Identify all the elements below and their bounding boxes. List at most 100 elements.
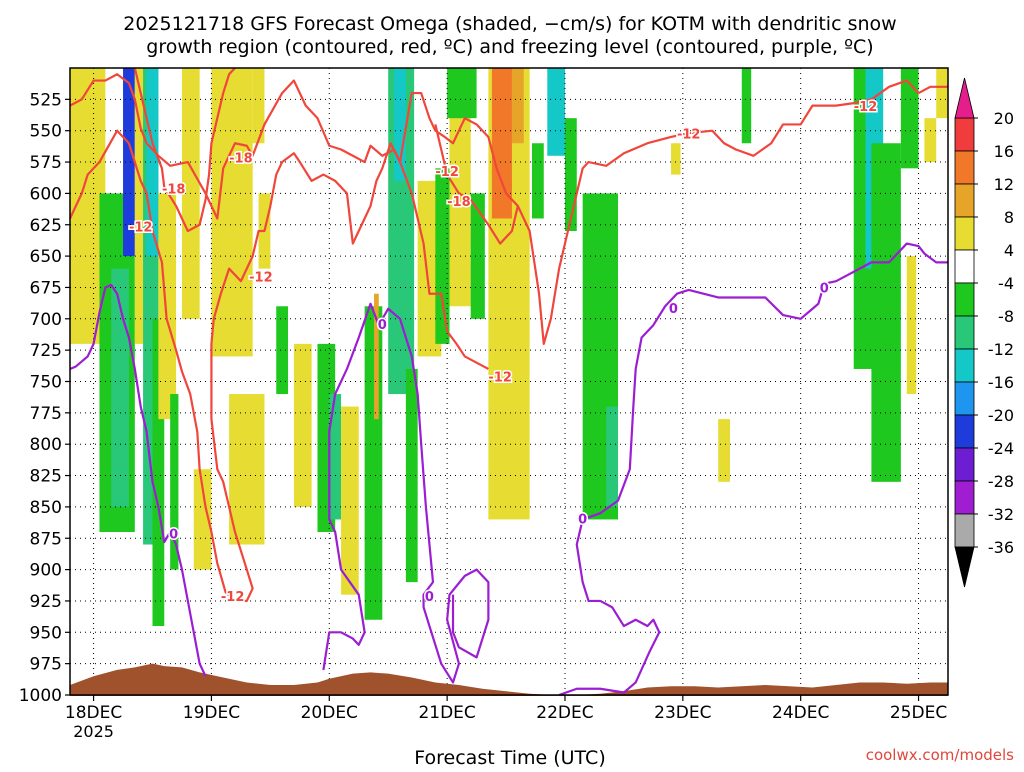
omega-region-7 bbox=[152, 318, 165, 627]
x-axis: 18DEC 19DEC 20DEC 21DEC 22DEC 23DEC 24DEC 25DEC bbox=[65, 695, 947, 723]
y-axis: 525 550 575 600 625 650 675 700 725 750 775 800 825 8… bbox=[19, 90, 70, 706]
chart-title-line-1: 2025121718 GFS Forecast Omega (shaded, −… bbox=[123, 13, 896, 35]
omega-region-39 bbox=[671, 143, 681, 175]
omega-region-21 bbox=[364, 306, 383, 620]
omega-region-28 bbox=[449, 68, 471, 307]
x-tick-label-19DEC: 19DEC bbox=[183, 703, 240, 723]
contour-label-5: -12 bbox=[435, 165, 459, 180]
contour-label-8: -12 bbox=[677, 127, 701, 142]
y-tick-label-875: 875 bbox=[30, 529, 62, 549]
omega-region-35 bbox=[547, 68, 565, 156]
contour-minus-18-right bbox=[434, 124, 519, 245]
colorbar-bin--4-to-4 bbox=[954, 249, 975, 284]
colorbar: 20 16 12 8 4 -4 -8 -12 -16 -20 -24 -28 -32 -36 bbox=[954, 77, 1014, 588]
colorbar-label--32: -32 bbox=[988, 505, 1014, 524]
y-tick-label-750: 750 bbox=[30, 373, 62, 393]
omega-region-40 bbox=[718, 419, 730, 482]
contour-minus-18-left bbox=[133, 67, 236, 233]
colorbar-bin--36-to--32 bbox=[954, 513, 975, 548]
omega-region-33 bbox=[511, 68, 524, 144]
contour-label-6: -18 bbox=[447, 195, 471, 210]
colorbar-label--36: -36 bbox=[988, 538, 1014, 557]
colorbar-bin--28-to--24 bbox=[954, 447, 975, 482]
omega-region-27 bbox=[435, 168, 450, 344]
y-tick-label-550: 550 bbox=[30, 122, 62, 142]
contour-label-3: -18 bbox=[162, 183, 186, 198]
contour-minus-12-lower bbox=[69, 129, 489, 603]
colorbar-label--8: -8 bbox=[998, 307, 1014, 326]
omega-region-9 bbox=[170, 394, 179, 570]
omega-region-20 bbox=[341, 406, 359, 595]
colorbar-label--4: -4 bbox=[998, 274, 1014, 293]
contour-freezing-level-right bbox=[558, 242, 948, 697]
contour-label-1: -12 bbox=[249, 270, 273, 285]
omega-region-3 bbox=[123, 68, 135, 257]
omega-region-45 bbox=[900, 68, 919, 169]
y-tick-label-525: 525 bbox=[30, 90, 62, 110]
contour-label-2: -12 bbox=[129, 220, 153, 235]
x-tick-label-24DEC: 24DEC bbox=[772, 703, 829, 723]
x-axis-year-label: 2025 bbox=[73, 722, 114, 741]
chart-title-line-2: growth region (contoured, red, ºC) and f… bbox=[146, 36, 873, 58]
contour-label-13: 0 bbox=[578, 512, 587, 527]
colorbar-bin-12-to-16 bbox=[954, 150, 975, 185]
y-tick-label-575: 575 bbox=[30, 153, 62, 173]
omega-shading bbox=[70, 68, 948, 627]
colorbar-top-arrow bbox=[954, 77, 975, 119]
y-tick-label-650: 650 bbox=[30, 247, 62, 267]
colorbar-bin--16-to--12 bbox=[954, 348, 975, 383]
contour-label-10: 0 bbox=[169, 527, 178, 542]
omega-region-14 bbox=[229, 394, 265, 545]
plot-area: -12 -12 -12 -18 -18 -12 -18 -12 -12 -12 0 0 0 0 0 0 bbox=[69, 67, 949, 697]
colorbar-bottom-arrow bbox=[954, 546, 975, 588]
omega-region-17 bbox=[293, 343, 312, 507]
omega-region-2 bbox=[111, 268, 129, 507]
omega-region-29 bbox=[447, 68, 477, 119]
colorbar-label-8: 8 bbox=[1004, 208, 1014, 227]
omega-region-36 bbox=[564, 118, 577, 232]
omega-region-38 bbox=[606, 406, 619, 507]
omega-region-22 bbox=[374, 293, 379, 420]
omega-region-11 bbox=[193, 469, 212, 570]
omega-region-46 bbox=[906, 256, 917, 395]
terrain-fill bbox=[70, 663, 948, 696]
colorbar-label-20: 20 bbox=[994, 109, 1014, 128]
colorbar-label-4: 4 bbox=[1004, 241, 1014, 260]
y-tick-label-625: 625 bbox=[30, 216, 62, 236]
contour-minus-12-upper bbox=[69, 73, 948, 345]
x-tick-label-25DEC: 25DEC bbox=[890, 703, 947, 723]
omega-region-8 bbox=[158, 193, 177, 420]
omega-region-32 bbox=[491, 68, 512, 219]
colorbar-label--16: -16 bbox=[988, 373, 1014, 392]
x-tick-label-22DEC: 22DEC bbox=[536, 703, 593, 723]
colorbar-label-16: 16 bbox=[994, 142, 1014, 161]
omega-region-24 bbox=[394, 68, 406, 181]
terrain bbox=[70, 663, 948, 696]
omega-region-16 bbox=[276, 306, 289, 395]
y-tick-label-675: 675 bbox=[30, 278, 62, 298]
colorbar-label--24: -24 bbox=[988, 439, 1014, 458]
y-tick-label-775: 775 bbox=[30, 404, 62, 424]
y-tick-label-900: 900 bbox=[30, 561, 62, 581]
y-tick-label-850: 850 bbox=[30, 498, 62, 518]
omega-region-41 bbox=[741, 68, 752, 144]
omega-region-13 bbox=[252, 68, 265, 144]
colorbar-bin--20-to--16 bbox=[954, 381, 975, 416]
colorbar-bin--32-to--28 bbox=[954, 480, 975, 515]
contour-label-0: -12 bbox=[221, 590, 245, 605]
y-tick-label-925: 925 bbox=[30, 592, 62, 612]
y-tick-label-700: 700 bbox=[30, 310, 62, 330]
omega-region-47 bbox=[924, 118, 937, 163]
colorbar-label-12: 12 bbox=[994, 175, 1014, 194]
contour-labels: -12 -12 -12 -18 -18 -12 -18 -12 -12 -12 0 0 0 0 0 0 bbox=[127, 98, 878, 606]
contour-label-4: -18 bbox=[229, 151, 253, 166]
x-tick-label-23DEC: 23DEC bbox=[654, 703, 711, 723]
watermark-source: coolwx.com/models bbox=[866, 746, 1014, 764]
colorbar-bin--8-to--4 bbox=[954, 282, 975, 317]
y-tick-label-825: 825 bbox=[30, 467, 62, 487]
y-tick-label-1000: 1000 bbox=[19, 686, 62, 706]
contour-label-14: 0 bbox=[669, 302, 678, 317]
colorbar-bin-4-to-8 bbox=[954, 216, 975, 251]
